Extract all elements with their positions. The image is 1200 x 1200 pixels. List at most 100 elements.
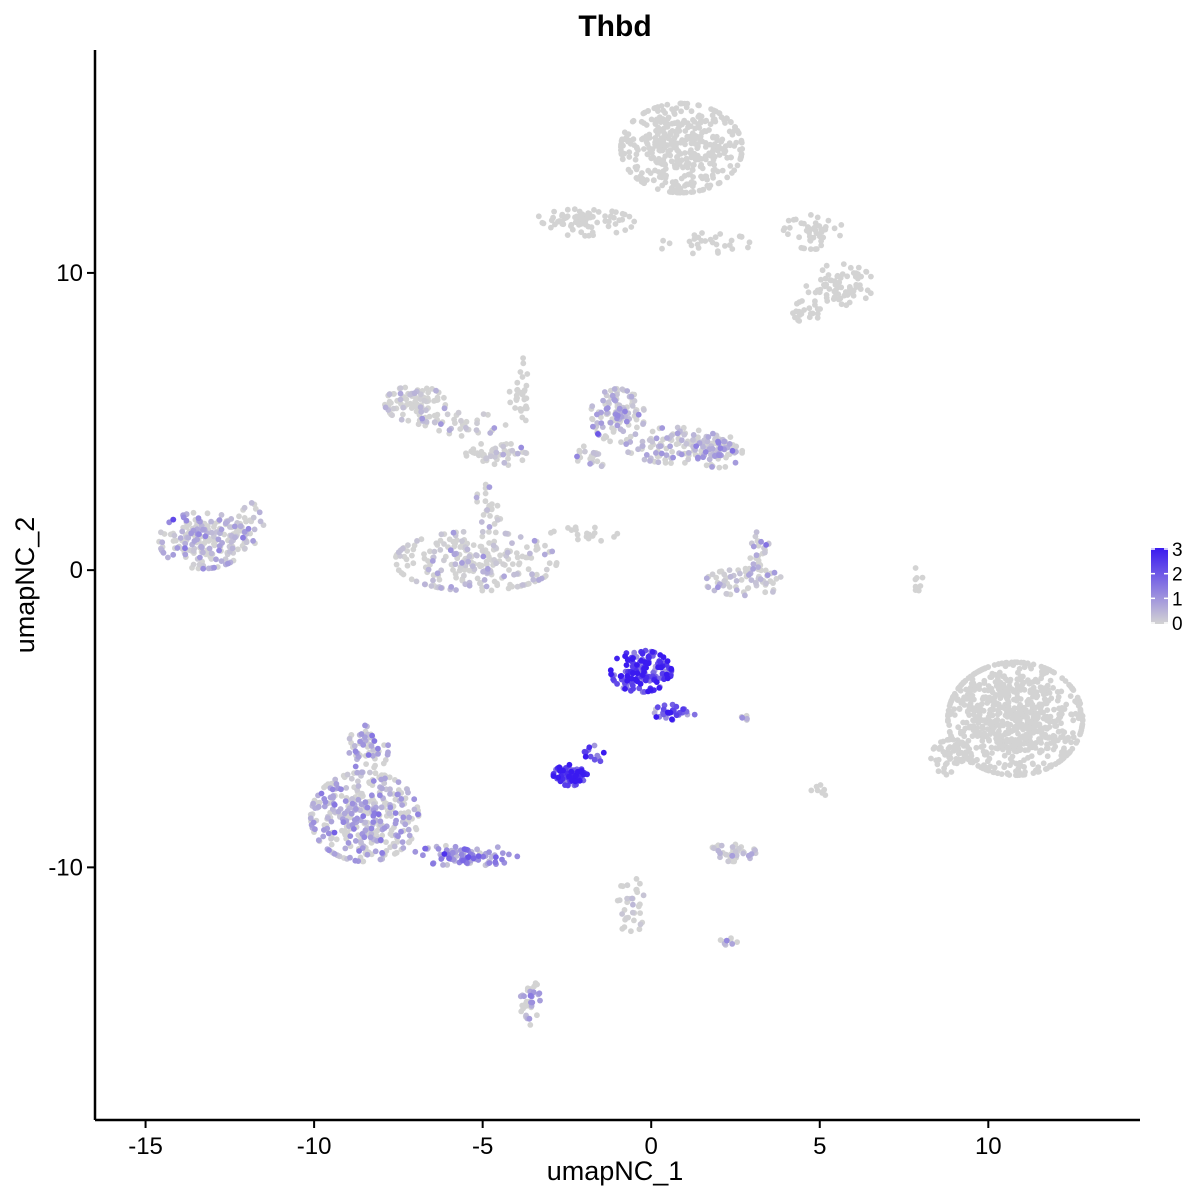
cell-point	[695, 454, 701, 461]
cell-point	[752, 533, 759, 540]
cell-point	[699, 138, 706, 145]
cell-point	[753, 580, 759, 586]
cell-point	[1079, 713, 1086, 719]
cell-point	[826, 286, 833, 292]
cell-point	[624, 677, 631, 684]
cell-point	[421, 397, 428, 404]
cell-point	[1058, 734, 1064, 741]
cell-point	[978, 744, 985, 750]
cell-point	[417, 391, 424, 398]
cell-point	[582, 749, 589, 756]
cell-point	[398, 796, 405, 802]
cell-point	[1037, 728, 1044, 734]
cell-point	[684, 100, 691, 107]
cell-point	[991, 769, 997, 776]
cell-point	[628, 393, 635, 400]
cell-point	[703, 575, 710, 582]
cell-point	[499, 850, 506, 856]
cell-point	[179, 528, 186, 535]
cell-point	[564, 232, 571, 239]
cell-point	[602, 213, 608, 220]
cell-point	[509, 561, 516, 567]
cell-point	[841, 292, 848, 299]
cell-point	[718, 842, 725, 849]
cell-point	[996, 760, 1002, 766]
cell-point	[1055, 694, 1062, 700]
cell-point	[986, 720, 992, 727]
cell-point	[950, 736, 956, 743]
cell-point	[831, 225, 838, 232]
cell-point	[941, 765, 947, 772]
cell-point	[540, 220, 547, 227]
cell-point	[441, 851, 448, 857]
cell-point	[466, 567, 473, 574]
cell-point	[514, 450, 521, 457]
cell-point	[402, 821, 409, 828]
cell-point	[670, 454, 676, 461]
cell-point	[608, 671, 614, 678]
cell-point	[1047, 762, 1053, 769]
cell-point	[436, 576, 443, 583]
cell-point	[408, 576, 415, 583]
cell-point	[659, 425, 666, 431]
cell-point	[1030, 684, 1037, 691]
cell-point	[984, 700, 991, 706]
cell-point	[405, 789, 411, 796]
cell-point	[452, 843, 459, 850]
cell-point	[700, 443, 706, 450]
cell-point	[177, 535, 184, 541]
cell-point	[329, 806, 336, 813]
cell-point	[733, 852, 740, 859]
cell-point	[211, 564, 218, 571]
cell-point	[411, 796, 418, 803]
cell-point	[662, 456, 669, 463]
cell-point	[491, 521, 498, 527]
cell-point	[478, 562, 485, 569]
cell-point	[1002, 659, 1009, 666]
cell-point	[739, 714, 746, 721]
cell-point	[639, 438, 646, 445]
cell-point	[451, 416, 457, 423]
cell-point	[448, 584, 455, 590]
cell-point	[695, 113, 702, 120]
cell-point	[440, 862, 446, 868]
cell-point	[847, 264, 854, 271]
cell-point	[985, 736, 992, 743]
cell-point	[814, 214, 821, 221]
cell-point	[595, 431, 601, 437]
cell-point	[682, 150, 688, 156]
cell-point	[657, 443, 664, 449]
cell-point	[806, 314, 813, 321]
cell-point	[634, 662, 640, 668]
cell-point	[329, 786, 336, 793]
cell-point	[660, 116, 666, 122]
scatter-points	[156, 100, 1086, 1028]
cell-point	[690, 174, 696, 180]
cell-point	[479, 587, 486, 594]
cell-point	[664, 101, 671, 108]
cell-point	[755, 564, 761, 570]
legend-tick-label: 1	[1172, 589, 1183, 610]
cell-point	[480, 512, 487, 518]
chart-title: Thbd	[578, 10, 651, 43]
cell-point	[474, 420, 480, 427]
cell-point	[631, 917, 637, 924]
cell-point	[744, 585, 751, 592]
cell-point	[622, 685, 628, 692]
cell-point	[438, 585, 444, 591]
cell-point	[655, 459, 662, 466]
cell-point	[931, 744, 938, 751]
cell-point	[531, 537, 538, 544]
cell-point	[489, 501, 495, 507]
cell-point	[576, 221, 582, 228]
cell-point	[701, 127, 708, 134]
cell-point	[753, 529, 760, 535]
cell-point	[639, 175, 646, 182]
cell-point	[999, 704, 1006, 711]
cell-point	[185, 534, 192, 541]
cell-point	[732, 124, 738, 130]
cell-point	[1044, 745, 1051, 752]
cell-point	[382, 757, 389, 763]
cell-point	[382, 775, 388, 782]
cell-point	[717, 937, 724, 943]
